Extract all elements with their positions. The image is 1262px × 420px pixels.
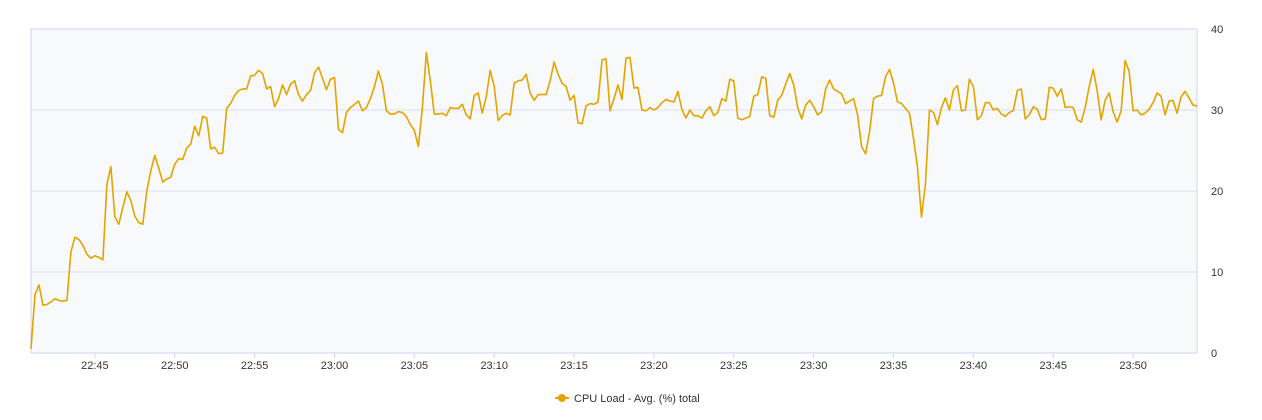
y-tick-label: 40 [1211,24,1223,36]
x-axis: 22:45 22:50 22:55 23:00 23:05 23:10 23:15 23:20… [81,353,1147,372]
x-tick-label: 22:45 [81,360,109,372]
x-tick-label: 23:40 [960,360,988,372]
y-axis: 0 10 20 30 40 [1211,24,1223,360]
x-tick-label: 23:20 [640,360,668,372]
x-tick-label: 23:15 [560,360,588,372]
x-tick-label: 23:00 [321,360,349,372]
y-tick-label: 0 [1211,348,1217,360]
x-tick-label: 23:25 [720,360,748,372]
y-tick-label: 30 [1211,105,1223,117]
series-line-cpu-load[interactable] [30,51,1198,350]
legend-marker-icon [558,394,566,402]
x-tick-label: 23:30 [800,360,828,372]
y-tick-label: 10 [1211,267,1223,279]
grid-lines [31,109,1197,273]
x-tick-label: 23:50 [1119,360,1147,372]
x-tick-label: 23:10 [480,360,508,372]
legend-label: CPU Load - Avg. (%) total [574,393,700,405]
x-tick-label: 23:35 [880,360,908,372]
x-tick-label: 23:45 [1039,360,1067,372]
y-tick-label: 20 [1211,186,1223,198]
series-group [30,51,1198,350]
x-tick-label: 23:05 [401,360,429,372]
x-tick-label: 22:50 [161,360,189,372]
x-tick-label: 22:55 [241,360,269,372]
legend[interactable]: CPU Load - Avg. (%) total [555,393,700,405]
